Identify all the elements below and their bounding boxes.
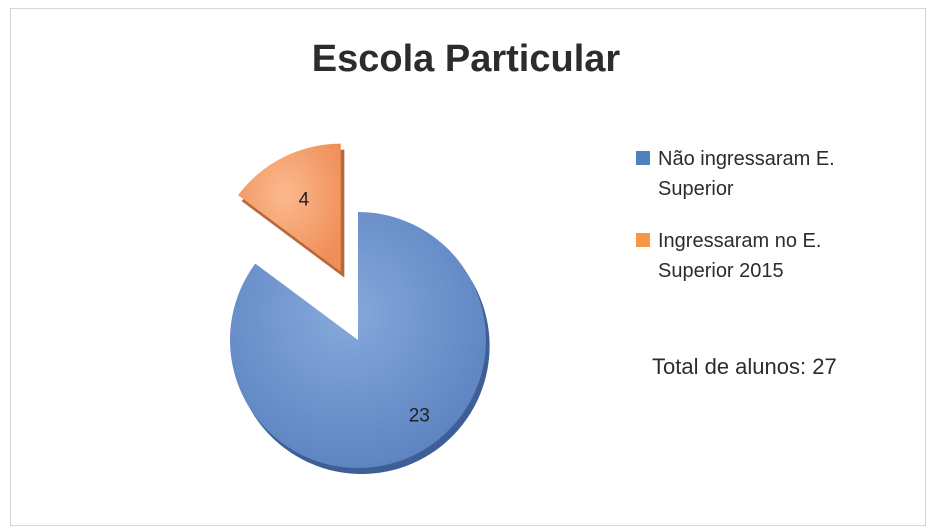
total-students: Total de alunos: 27 xyxy=(652,354,837,379)
pie-slice-ingressaram xyxy=(238,143,341,272)
legend-label-0: Não ingressaram E. Superior xyxy=(658,148,835,200)
pie-label-nao-ingressaram: 23 xyxy=(409,405,430,426)
legend-swatch-blue xyxy=(636,151,650,165)
chart-title: Escola Particular xyxy=(311,38,621,80)
legend-item-0: Não ingressaram E. Superior xyxy=(636,144,896,204)
legend: Não ingressaram E. Superior Ingressaram … xyxy=(636,144,896,308)
pie-label-ingressaram: 4 xyxy=(299,189,310,210)
chart-frame xyxy=(10,8,926,526)
legend-swatch-orange xyxy=(636,233,650,247)
legend-item-1: Ingressaram no E. Superior 2015 xyxy=(636,226,896,286)
legend-label-1: Ingressaram no E. Superior 2015 xyxy=(658,230,822,282)
pie-slice-nao-ingressaram xyxy=(230,212,486,468)
